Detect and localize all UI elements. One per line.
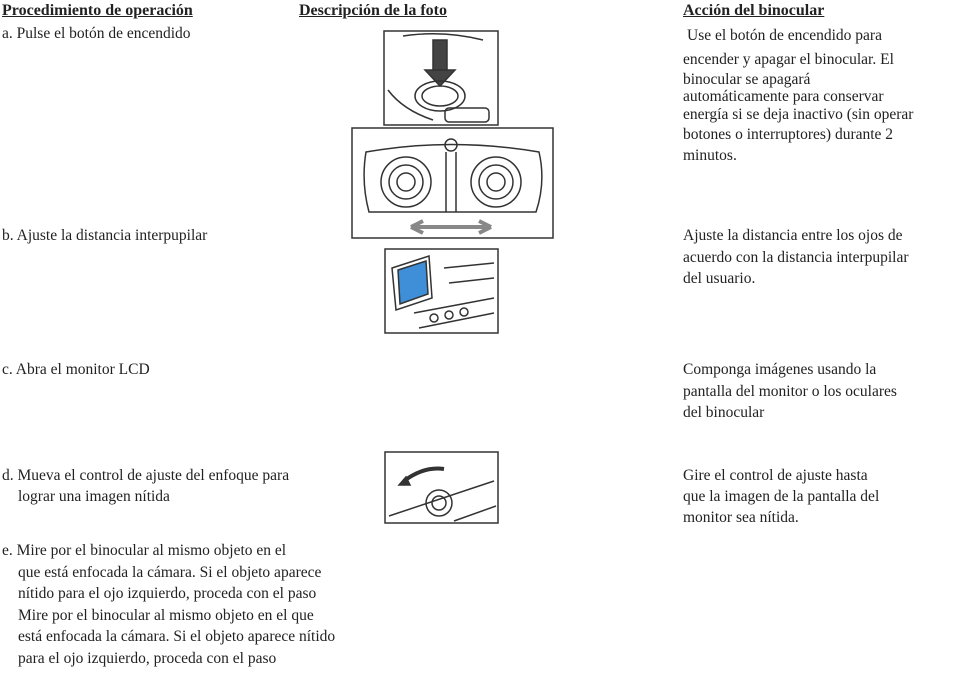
- action-line: pantalla del monitor o los oculares: [683, 383, 897, 400]
- action-line: energía si se deja inactivo (sin operar: [683, 106, 914, 123]
- procedure-line: nítido para el ojo izquierdo, proceda co…: [18, 585, 317, 603]
- procedure-line: está enfocada la cámara. Si el objeto ap…: [18, 628, 336, 646]
- action-line: que la imagen de la pantalla del: [683, 488, 880, 505]
- action-line: encender y apagar el binocular. El: [683, 51, 894, 68]
- action-line: del binocular: [683, 404, 765, 421]
- action-line: acuerdo con la distancia interpupilar: [683, 249, 909, 266]
- action-line: Use el botón de encendido para: [687, 27, 882, 44]
- procedure-line: para el ojo izquierdo, proceda con el pa…: [18, 650, 277, 667]
- header-photo: Descripción de la foto: [299, 2, 447, 19]
- action-line: Gire el control de ajuste hasta: [683, 467, 868, 484]
- action-line: minutos.: [683, 147, 737, 164]
- header-action: Acción del binocular: [683, 2, 825, 19]
- procedure-line: d. Mueva el control de ajuste del enfoqu…: [2, 467, 290, 484]
- procedure-line: lograr una imagen nítida: [18, 488, 170, 505]
- header-procedure: Procedimiento de operación: [2, 2, 193, 19]
- procedure-line: a. Pulse el botón de encendido: [2, 25, 191, 42]
- photo-focus: [384, 451, 499, 524]
- action-line: binocular se apagará: [683, 71, 811, 88]
- action-line: del usuario.: [683, 270, 756, 287]
- action-line: automáticamente para conservar: [683, 88, 884, 105]
- procedure-line: Mire por el binocular al mismo objeto en…: [18, 606, 314, 624]
- procedure-line: b. Ajuste la distancia interpupilar: [2, 227, 208, 244]
- action-line: monitor sea nítida.: [683, 509, 799, 526]
- action-line: Componga imágenes usando la: [683, 361, 877, 378]
- procedure-line: c. Abra el monitor LCD: [2, 361, 150, 378]
- procedure-line: e. Mire por el binocular al mismo objeto…: [2, 542, 287, 559]
- procedure-line: que está enfocada la cámara. Si el objet…: [18, 563, 322, 581]
- photo-lcd: [384, 248, 499, 334]
- photo-binocular: [351, 127, 554, 239]
- photo-power: [383, 30, 499, 126]
- action-line: botones o interruptores) durante 2: [683, 126, 894, 143]
- action-line: Ajuste la distancia entre los ojos de: [683, 227, 903, 244]
